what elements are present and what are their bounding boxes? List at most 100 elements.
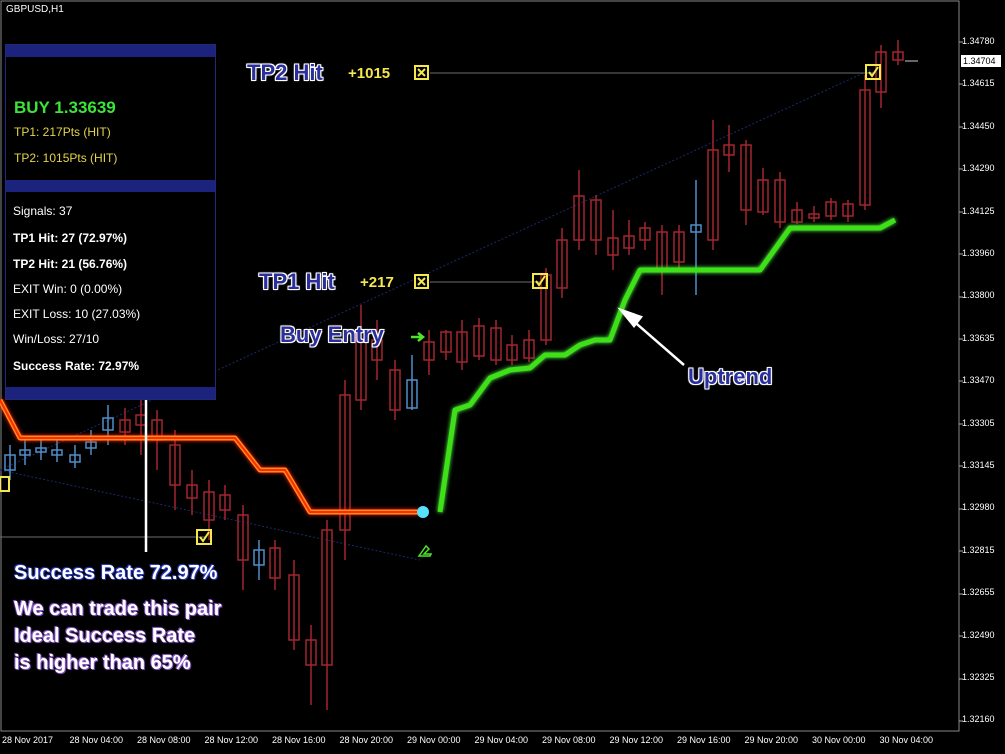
candle-body: [556, 239, 568, 289]
tp2-target: TP2: 1015Pts (HIT): [14, 151, 118, 165]
candle-body: [4, 454, 16, 471]
candle-body: [269, 547, 281, 579]
candle-body: [506, 344, 518, 361]
price-tick-label: 1.32160: [962, 714, 995, 725]
exit-win-stat: EXIT Win: 0 (0.00%): [13, 282, 123, 296]
price-tick-label: 1.33145: [962, 460, 995, 470]
old-check-mark-icon: [199, 531, 210, 543]
signal-info-panel: BUY 1.33639 TP1: 217Pts (HIT) TP2: 1015P…: [5, 44, 216, 400]
tp1-hit-stat: TP1 Hit: 27 (72.97%): [13, 231, 128, 245]
panel-header-bar: [6, 45, 215, 57]
time-tick-label: 29 Nov 00:00: [407, 735, 461, 745]
candle-body: [490, 327, 502, 361]
candle-body: [875, 51, 887, 93]
time-tick-label: 29 Nov 20:00: [744, 735, 799, 745]
note-line-3: Ideal Success Rate: [14, 625, 196, 647]
tp-markers: [0, 64, 881, 545]
price-tick-label: 1.32980: [962, 502, 995, 513]
entry-arrow-icon: [417, 544, 433, 557]
signals-count: Signals: 37: [13, 204, 73, 218]
time-tick-label: 30 Nov 00:00: [812, 735, 866, 745]
candlesticks: [4, 40, 904, 710]
tp1-check-mark-icon: [535, 275, 546, 287]
success-rate-stat: Success Rate: 72.97%: [13, 359, 140, 373]
candle-body: [305, 639, 317, 666]
candle-body: [607, 237, 619, 256]
price-tick-label: 1.32325: [962, 672, 995, 682]
buy-signal-label: BUY 1.33639: [14, 98, 116, 117]
candle-body: [389, 369, 401, 411]
candle-body: [321, 529, 333, 666]
candle-body: [639, 227, 651, 241]
note-line-2: We can trade this pair: [14, 598, 222, 620]
time-tick-label: 29 Nov 04:00: [474, 735, 529, 745]
time-tick-label: 29 Nov 08:00: [542, 735, 596, 745]
candle-body: [523, 339, 535, 359]
candle-body: [623, 235, 635, 249]
tp2-points-label: +1015: [348, 65, 391, 82]
tp1-points-label: +217: [360, 274, 394, 291]
candle-body: [774, 179, 786, 223]
tp1-x-mark-icon: [417, 277, 426, 286]
candle-body: [859, 89, 871, 206]
price-tick-label: 1.33305: [962, 417, 995, 428]
candle-body: [825, 201, 837, 217]
price-tick-label: 1.33960: [962, 248, 995, 258]
candle-body: [237, 514, 249, 561]
time-tick-label: 29 Nov 12:00: [609, 735, 664, 745]
time-tick-label: 28 Nov 2017: [2, 735, 54, 745]
time-tick-label: 28 Nov 16:00: [272, 735, 326, 745]
candle-body: [35, 447, 47, 453]
time-tick-label: 28 Nov 12:00: [204, 735, 259, 745]
time-tick-label: 28 Nov 04:00: [69, 735, 124, 745]
candle-body: [203, 491, 215, 521]
candle-body: [440, 331, 452, 353]
time-tick-label: 28 Nov 20:00: [339, 735, 394, 745]
tp2-check-icon: [865, 64, 881, 80]
time-tick-label: 30 Nov 04:00: [879, 735, 934, 745]
price-tick-label: 1.34615: [962, 78, 995, 89]
time-tick-label: 28 Nov 08:00: [137, 735, 191, 745]
price-tick-label: 1.34290: [962, 163, 995, 174]
panel-footer-bar: [6, 387, 215, 399]
time-tick-label: 29 Nov 16:00: [677, 735, 731, 745]
candle-body: [723, 144, 735, 156]
price-tick-label: 1.33470: [962, 375, 995, 386]
tp1-check-icon: [532, 273, 548, 289]
chart-symbol-title: GBPUSD,H1: [6, 4, 64, 15]
candle-body: [253, 549, 265, 566]
tp1-x-box-icon: [414, 274, 429, 289]
price-tick-label: 1.34450: [962, 120, 995, 131]
price-tick-label: 1.32815: [962, 544, 995, 555]
tp2-hit-stat: TP2 Hit: 21 (56.76%): [13, 257, 128, 271]
buy-entry-label: Buy Entry: [280, 322, 384, 347]
candle-body: [102, 417, 114, 431]
price-tick-label: 1.34125: [962, 205, 995, 216]
price-tick-label: 1.33635: [962, 332, 995, 343]
candle-body: [473, 325, 485, 357]
candle-body: [757, 179, 769, 213]
price-tick-label: 1.33800: [962, 290, 995, 301]
tp2-check-mark-icon: [868, 66, 879, 78]
candle-body: [51, 449, 63, 456]
tp1-target: TP1: 217Pts (HIT): [14, 125, 111, 139]
downtrend-line-core: [0, 399, 420, 513]
candle-body: [791, 209, 803, 223]
old-check-icon: [196, 529, 212, 545]
candle-body: [119, 419, 131, 433]
note-line-4: is higher than 65%: [14, 652, 191, 674]
candle-body: [456, 331, 468, 363]
channel-line: [0, 69, 871, 471]
candle-body: [186, 484, 198, 499]
uptrend-line: [437, 217, 897, 513]
candle-body: [842, 203, 854, 217]
candle-body: [19, 449, 31, 456]
candle-body: [406, 379, 418, 409]
trend-switch-dot: [417, 506, 429, 518]
price-tick-label: 1.34780: [962, 36, 995, 46]
candle-body: [69, 454, 81, 463]
candle-body: [573, 195, 585, 241]
candle-body: [371, 339, 383, 361]
left-edge-marker-icon: [0, 476, 10, 492]
exit-loss-stat: EXIT Loss: 10 (27.03%): [13, 307, 141, 321]
